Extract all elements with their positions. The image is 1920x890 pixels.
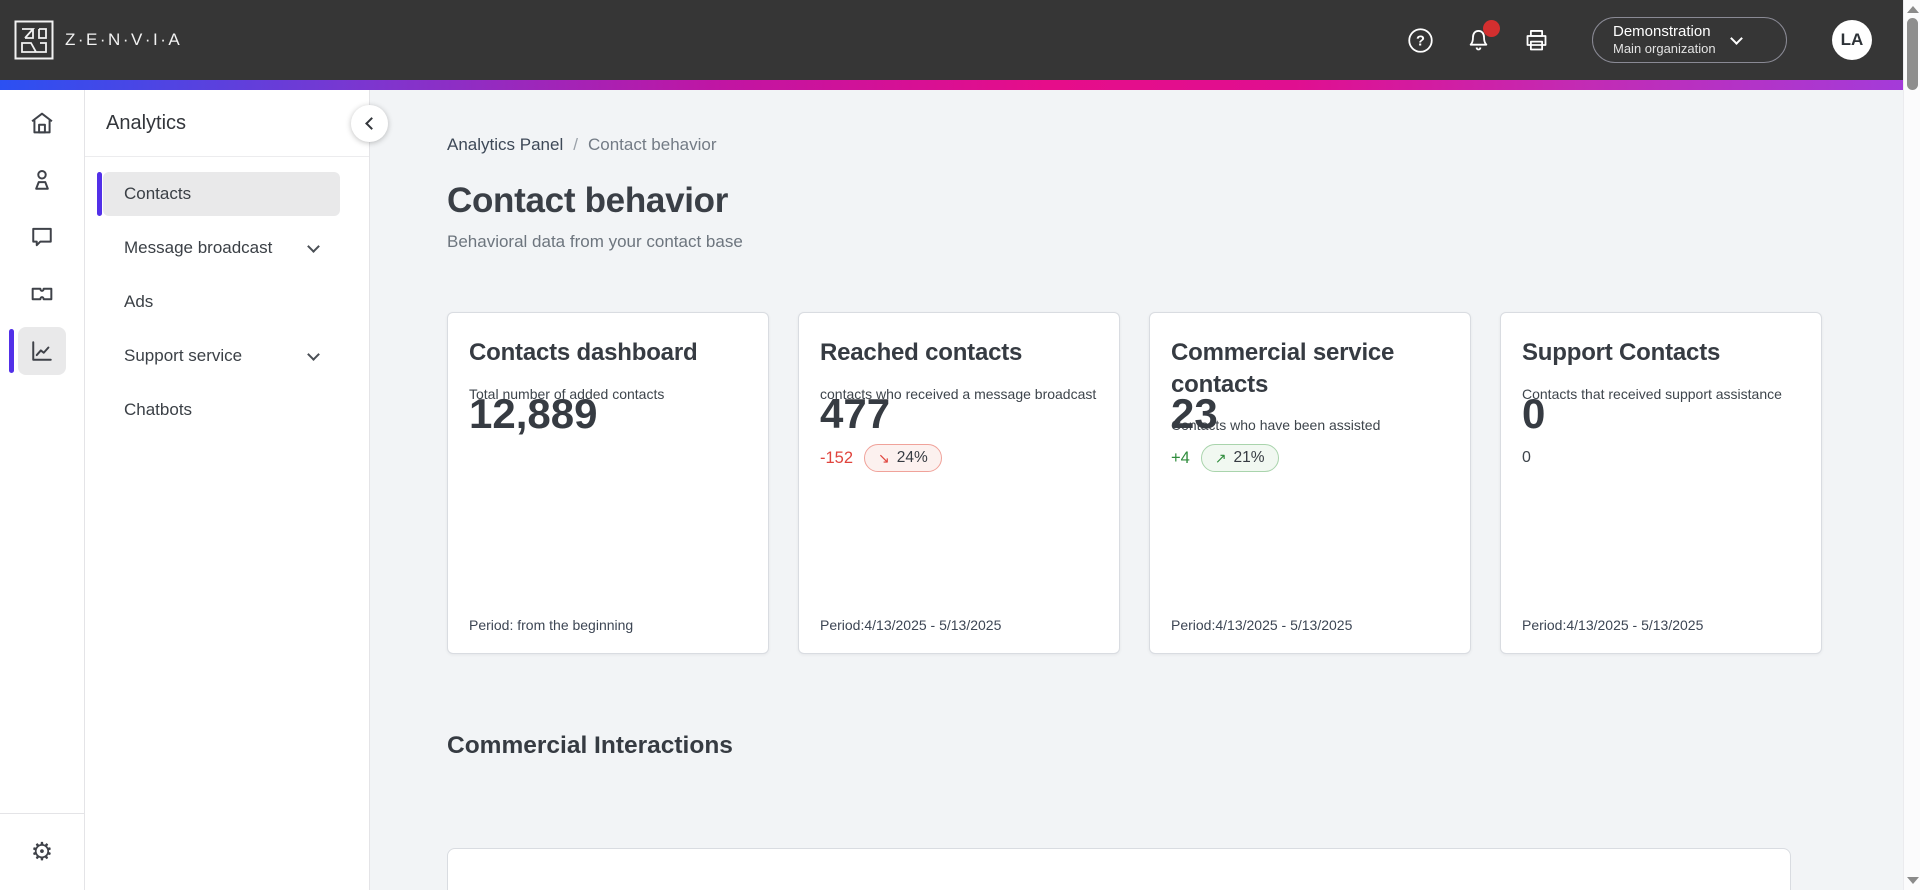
chevron-left-icon: [365, 117, 378, 130]
chevron-down-icon: [1729, 31, 1743, 45]
card-value: 0: [1522, 390, 1546, 437]
campaigns-ticket-icon[interactable]: [18, 270, 66, 318]
card-title: Commercial service contacts: [1171, 339, 1395, 398]
card-title: Reached contacts: [820, 339, 1023, 366]
sidebar-item-label: Message broadcast: [124, 238, 273, 257]
home-icon[interactable]: [18, 99, 66, 147]
notifications-bell-icon[interactable]: [1463, 20, 1500, 55]
topbar: Z·E·N·V·I·A ? Demonstration: [0, 0, 1903, 80]
organization-labels: Demonstration Main organization: [1613, 23, 1716, 58]
sidebar-item-support-service[interactable]: Support service: [103, 334, 340, 378]
kpi-cards-row: Contacts dashboard Total number of added…: [447, 312, 1903, 654]
delta-value: +4: [1171, 448, 1190, 467]
card-period: Period:4/13/2025 - 5/13/2025: [1171, 617, 1353, 633]
delta-value: -152: [820, 448, 854, 467]
sidebar-item-contacts[interactable]: Contacts: [97, 172, 340, 216]
analytics-icon[interactable]: [9, 327, 66, 375]
icon-rail: ⚙: [0, 90, 85, 890]
card-delta-row: -152 ↘ 24%: [820, 443, 942, 473]
printer-icon[interactable]: [1521, 25, 1551, 55]
badge-percent: 21%: [1233, 449, 1265, 466]
card-commercial-service-contacts: Commercial service contacts Contacts who…: [1149, 312, 1471, 654]
sidebar-menu: Contacts Message broadcast Ads Support s…: [85, 157, 369, 432]
card-support-contacts: Support Contacts Contacts that received …: [1500, 312, 1822, 654]
card-period: Period: from the beginning: [469, 617, 634, 633]
scrollbar-up-arrow[interactable]: [1907, 6, 1919, 13]
commercial-interactions-card: [447, 848, 1791, 890]
breadcrumb-separator: /: [573, 135, 578, 154]
breadcrumb-current: Contact behavior: [587, 135, 717, 154]
gear-glyph: ⚙: [30, 837, 54, 866]
icon-rail-footer: ⚙: [0, 813, 84, 890]
sidebar-title: Analytics: [106, 111, 187, 134]
page-subtitle: Behavioral data from your contact base: [447, 232, 743, 251]
sidebar-item-label: Contacts: [124, 184, 192, 203]
card-description: contacts who received a message broadcas…: [820, 385, 1097, 402]
card-reached-contacts: Reached contacts contacts who received a…: [798, 312, 1120, 654]
user-avatar[interactable]: LA: [1832, 20, 1872, 60]
trend-badge: ↗ 21%: [1200, 444, 1279, 472]
scrollbar-thumb[interactable]: [1907, 18, 1918, 90]
trend-badge: ↘ 24%: [864, 444, 942, 472]
scrollbar-down-arrow[interactable]: [1907, 877, 1919, 884]
vertical-scrollbar: [1903, 0, 1920, 890]
delta-value: 0: [1522, 449, 1531, 466]
card-contacts-dashboard: Contacts dashboard Total number of added…: [447, 312, 769, 654]
organization-selector[interactable]: Demonstration Main organization: [1592, 17, 1787, 63]
sidebar-item-label: Chatbots: [124, 400, 193, 419]
card-description: Contacts who have been assisted: [1171, 417, 1381, 434]
brand: Z·E·N·V·I·A: [14, 20, 182, 60]
chevron-down-icon: [307, 347, 320, 361]
card-value: 23: [1171, 390, 1218, 437]
card-delta-row: 0: [1522, 443, 1531, 473]
help-icon[interactable]: ?: [1405, 25, 1435, 55]
page-title: Contact behavior: [447, 181, 729, 220]
card-value: 477: [820, 390, 891, 437]
card-delta-row: +4 ↗ 21%: [1171, 443, 1279, 473]
card-description: Contacts that received support assistanc…: [1522, 385, 1782, 402]
conversations-icon[interactable]: [18, 213, 66, 261]
topbar-actions: ? Demonstration Main organization L: [1377, 17, 1872, 63]
card-title: Support Contacts: [1522, 339, 1721, 366]
settings-gear-icon[interactable]: ⚙: [18, 828, 66, 876]
card-period: Period:4/13/2025 - 5/13/2025: [1522, 617, 1704, 633]
icon-rail-items: [0, 90, 84, 375]
sidebar-item-ads[interactable]: Ads: [103, 280, 340, 324]
card-value: 12,889: [469, 390, 598, 437]
contacts-icon[interactable]: [18, 156, 66, 204]
main-content: Analytics Panel / Contact behavior Conta…: [370, 90, 1903, 890]
sidebar-header: Analytics: [85, 90, 369, 157]
section-title-commercial-interactions: Commercial Interactions: [447, 732, 733, 759]
breadcrumb: Analytics Panel / Contact behavior: [447, 135, 1903, 155]
sidebar-item-message-broadcast[interactable]: Message broadcast: [103, 226, 340, 270]
brand-name: Z·E·N·V·I·A: [65, 30, 183, 49]
sidebar-item-chatbots[interactable]: Chatbots: [103, 388, 340, 432]
chevron-down-icon: [307, 239, 320, 253]
card-description: Total number of added contacts: [469, 385, 665, 402]
analytics-sidebar: Analytics Contacts Message broadcast Ads…: [85, 90, 370, 890]
breadcrumb-analytics-panel[interactable]: Analytics Panel: [447, 135, 564, 154]
trend-down-icon: ↘: [878, 449, 890, 466]
brand-gradient-bar: [0, 80, 1903, 90]
card-period: Period:4/13/2025 - 5/13/2025: [820, 617, 1002, 633]
card-title: Contacts dashboard: [469, 339, 698, 366]
notification-badge-dot: [1483, 20, 1500, 37]
badge-percent: 24%: [896, 449, 928, 466]
sidebar-collapse-button[interactable]: [351, 105, 388, 142]
organization-subtitle: Main organization: [1613, 41, 1716, 57]
sidebar-item-label: Ads: [124, 292, 154, 311]
zenvia-logo-icon: [14, 20, 54, 60]
trend-up-icon: ↗: [1214, 449, 1227, 466]
organization-name: Demonstration: [1613, 22, 1711, 40]
sidebar-item-label: Support service: [124, 346, 243, 365]
svg-text:?: ?: [1416, 33, 1425, 49]
